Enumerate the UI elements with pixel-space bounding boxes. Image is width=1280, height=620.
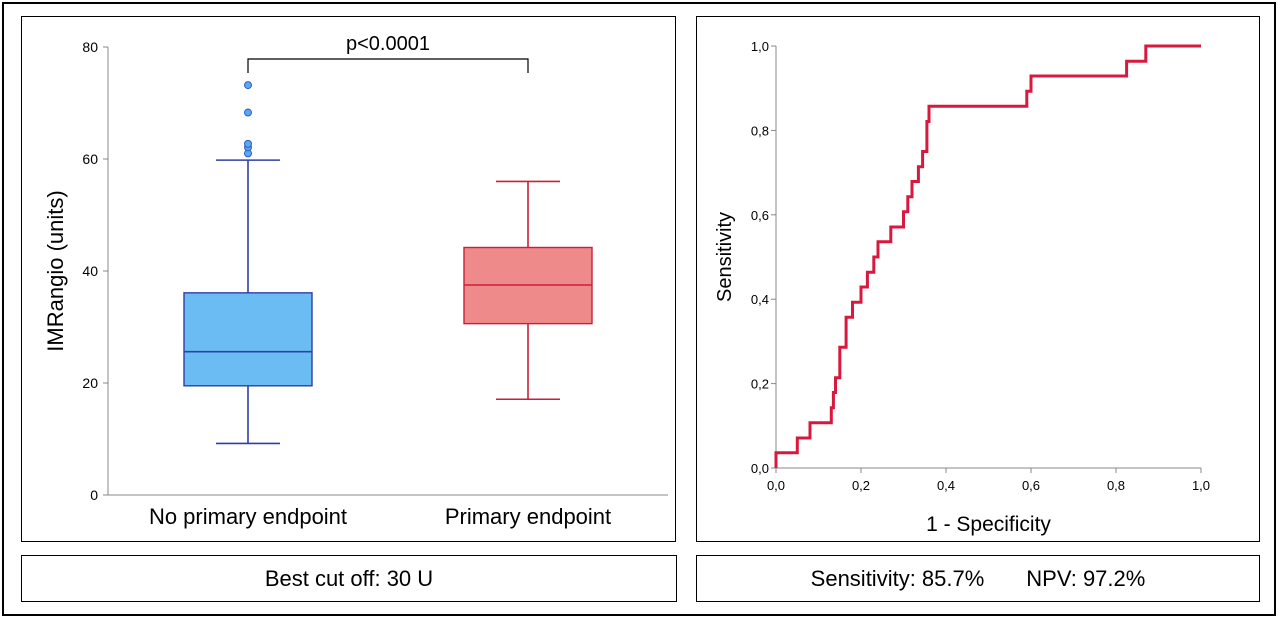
significance-bracket bbox=[247, 58, 529, 73]
roc-chart: 0,0 0,0 0,2 0,2 0,4 0,4 0,6 0,6 0,8 0,8 1,0 1,0 1 - … bbox=[714, 39, 1210, 536]
p-value-annotation: p<0.0001 bbox=[346, 33, 430, 55]
y-tick-label: 20 bbox=[82, 375, 98, 391]
y-tick-label: 60 bbox=[82, 151, 98, 167]
outlier-point bbox=[244, 81, 252, 90]
boxplot-chart: 0 20 40 60 80 IMRangio (units) No primary endp… bbox=[43, 33, 668, 529]
y-axis-label: Sensitivity bbox=[714, 212, 736, 302]
roc-panel: 0,0 0,0 0,2 0,2 0,4 0,4 0,6 0,6 0,8 0,8 1,0 1,0 1 - … bbox=[696, 16, 1260, 542]
y-tick-label: 0,0 bbox=[751, 461, 769, 476]
x-tick-label: 1,0 bbox=[1192, 478, 1210, 493]
outlier-point bbox=[244, 139, 252, 148]
y-tick-label: 80 bbox=[82, 39, 98, 55]
sensitivity-text: Sensitivity: 85.7% bbox=[810, 565, 985, 591]
box-iqr bbox=[183, 292, 313, 387]
outlier-point bbox=[244, 108, 252, 117]
y-tick-label: 0,8 bbox=[751, 123, 769, 138]
x-category-label: Primary endpoint bbox=[445, 504, 611, 529]
x-tick-label: 0,0 bbox=[767, 478, 785, 493]
performance-caption: Sensitivity: 85.7% NPV: 97.2% bbox=[696, 555, 1260, 602]
boxplot-panel: 0 20 40 60 80 IMRangio (units) No primary endp… bbox=[21, 16, 676, 542]
x-tick-label: 0,2 bbox=[852, 478, 870, 493]
npv-text: NPV: 97.2% bbox=[1026, 565, 1146, 591]
y-tick-label: 1,0 bbox=[751, 39, 769, 54]
x-category-label: No primary endpoint bbox=[149, 504, 347, 529]
y-axis-label: IMRangio (units) bbox=[43, 190, 68, 351]
x-tick-label: 0,6 bbox=[1022, 478, 1040, 493]
y-tick-label: 0 bbox=[90, 487, 98, 503]
y-tick-label: 0,6 bbox=[751, 208, 769, 223]
x-tick-label: 0,8 bbox=[1107, 478, 1125, 493]
y-tick-label: 40 bbox=[82, 263, 98, 279]
x-tick-label: 0,4 bbox=[937, 478, 955, 493]
y-tick-label: 0,4 bbox=[751, 292, 769, 307]
roc-curve-line bbox=[774, 44, 1201, 468]
cutoff-caption: Best cut off: 30 U bbox=[21, 555, 677, 602]
y-tick-label: 0,2 bbox=[751, 377, 769, 392]
x-axis-label: 1 - Specificity bbox=[926, 513, 1051, 536]
cutoff-text: Best cut off: 30 U bbox=[264, 565, 434, 591]
